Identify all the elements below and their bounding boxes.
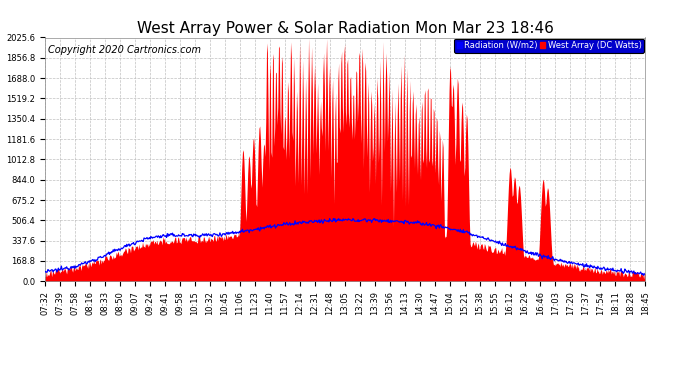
- Text: Copyright 2020 Cartronics.com: Copyright 2020 Cartronics.com: [48, 45, 201, 55]
- Title: West Array Power & Solar Radiation Mon Mar 23 18:46: West Array Power & Solar Radiation Mon M…: [137, 21, 553, 36]
- Legend: Radiation (W/m2), West Array (DC Watts): Radiation (W/m2), West Array (DC Watts): [454, 39, 644, 53]
